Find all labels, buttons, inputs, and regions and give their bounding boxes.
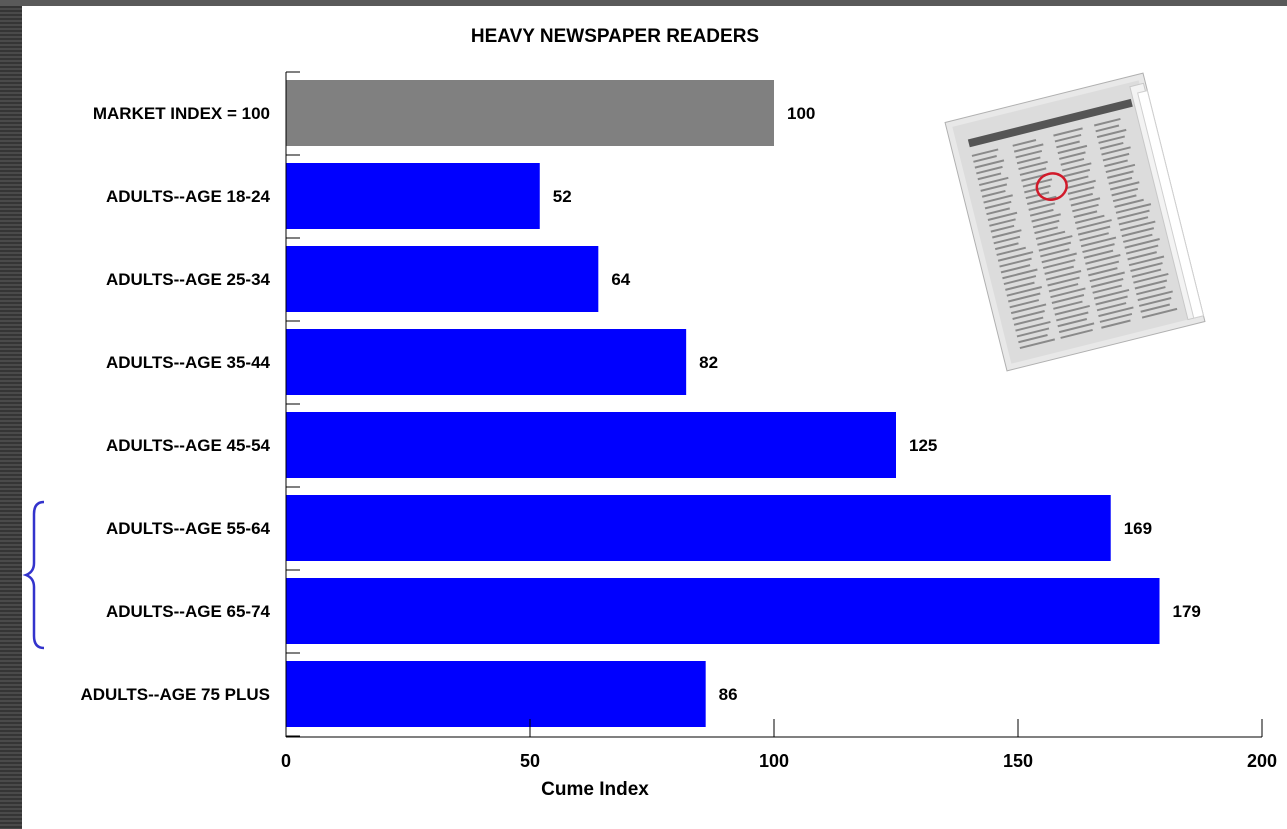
group-bracket xyxy=(22,500,45,650)
category-label-5: ADULTS--AGE 55-64 xyxy=(106,519,271,538)
bar-3 xyxy=(286,329,687,395)
category-label-4: ADULTS--AGE 45-54 xyxy=(106,436,271,455)
window-frame-left xyxy=(0,0,22,829)
x-tick-label-2: 100 xyxy=(759,751,789,771)
category-label-2: ADULTS--AGE 25-34 xyxy=(106,270,271,289)
x-tick-label-3: 150 xyxy=(1003,751,1033,771)
bar-6 xyxy=(286,578,1160,644)
category-label-1: ADULTS--AGE 18-24 xyxy=(106,187,271,206)
x-tick-label-1: 50 xyxy=(520,751,540,771)
bar-value-label-3: 82 xyxy=(699,353,718,372)
bar-4 xyxy=(286,412,896,478)
bar-value-label-7: 86 xyxy=(719,685,738,704)
chart-title: HEAVY NEWSPAPER READERS xyxy=(471,26,759,47)
window-frame-top xyxy=(0,0,1287,6)
bar-7 xyxy=(286,661,706,727)
newspaper-icon xyxy=(944,72,1206,372)
bar-value-label-6: 179 xyxy=(1173,602,1201,621)
bar-value-label-2: 64 xyxy=(611,270,630,289)
x-tick-label-0: 0 xyxy=(281,751,291,771)
bar-value-label-0: 100 xyxy=(787,104,815,123)
bar-2 xyxy=(286,246,599,312)
category-label-7: ADULTS--AGE 75 PLUS xyxy=(80,685,270,704)
x-axis-label: Cume Index xyxy=(541,779,649,800)
category-label-6: ADULTS--AGE 65-74 xyxy=(106,602,271,621)
bar-1 xyxy=(286,163,540,229)
category-label-3: ADULTS--AGE 35-44 xyxy=(106,353,271,372)
x-tick-label-4: 200 xyxy=(1247,751,1277,771)
bar-5 xyxy=(286,495,1111,561)
bar-value-label-4: 125 xyxy=(909,436,937,455)
bar-0 xyxy=(286,80,774,146)
bar-value-label-1: 52 xyxy=(553,187,572,206)
category-label-0: MARKET INDEX = 100 xyxy=(93,104,270,123)
bar-value-label-5: 169 xyxy=(1124,519,1152,538)
